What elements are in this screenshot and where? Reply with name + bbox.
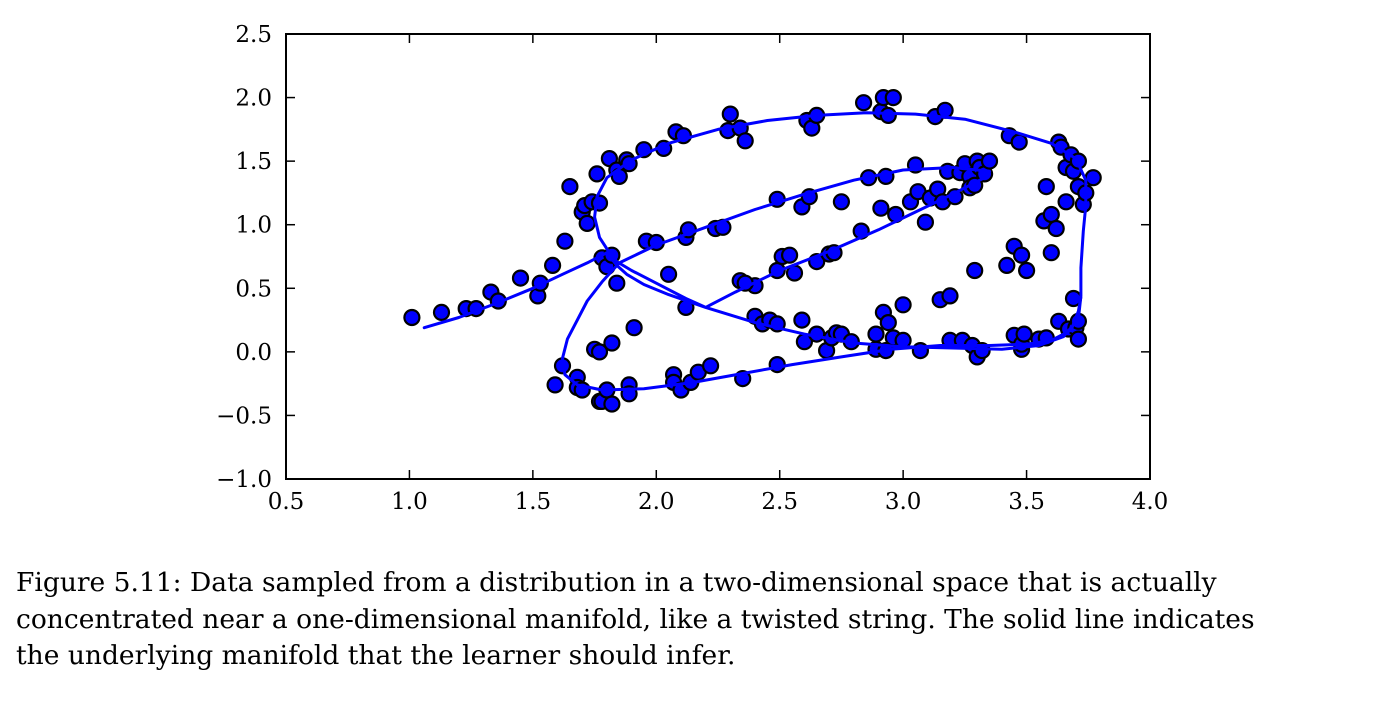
y-tick-label: 2.0	[235, 86, 272, 112]
scatter-point	[578, 214, 596, 232]
scatter-point	[872, 199, 890, 217]
scatter-point	[1037, 178, 1055, 196]
y-tick-label: 1.5	[235, 149, 272, 175]
scatter-point	[867, 325, 885, 343]
scatter-point	[916, 213, 935, 231]
scatter-point	[659, 265, 678, 283]
x-tick-label: 2.0	[638, 489, 675, 515]
y-tick-label: 1.0	[235, 213, 272, 239]
scatter-point	[966, 261, 984, 280]
axes-frame	[285, 33, 1151, 480]
scatter-point	[998, 256, 1016, 274]
scatter-point	[603, 334, 621, 352]
scatter-point	[543, 256, 562, 274]
scatter-point	[590, 343, 609, 361]
x-tick-label: 0.5	[268, 489, 305, 515]
scatter-point	[941, 287, 959, 305]
x-tick-label: 1.5	[515, 489, 552, 515]
y-tick-label: 0.0	[235, 340, 272, 366]
scatter-point	[546, 376, 564, 394]
scatter-point	[556, 232, 574, 250]
scatter-point	[1042, 205, 1060, 224]
manifold-line	[422, 111, 1088, 392]
axis-tick-labels: 0.5 1.0 1.5 2.0 2.5 3.0 3.5 4.0 2.5 2.0 1.5 1.0 0.5 0…	[216, 22, 1168, 515]
figure-caption: Figure 5.11: Data sampled from a distrib…	[16, 565, 1388, 675]
scatter-point	[879, 314, 897, 332]
scatter-point	[884, 88, 902, 107]
scatter-point	[603, 395, 621, 413]
y-tick-label: 0.5	[235, 276, 272, 302]
plot-area	[403, 88, 1102, 413]
scatter-point	[1084, 169, 1102, 187]
scatter-point	[1010, 133, 1028, 151]
scatter-point	[1042, 244, 1060, 262]
x-tick-label: 1.0	[391, 489, 428, 515]
scatter-point	[608, 274, 626, 292]
scatter-point	[701, 357, 720, 375]
scatter-point	[625, 319, 643, 337]
scatter-point	[879, 106, 897, 125]
scatter-point	[1017, 261, 1036, 280]
x-tick-label: 4.0	[1132, 489, 1169, 515]
scatter-point	[854, 94, 873, 112]
scatter-point	[980, 152, 999, 170]
scatter-point	[793, 311, 811, 329]
scatter-point	[561, 178, 579, 196]
y-tick-label: 2.5	[235, 22, 272, 48]
scatter-point	[1015, 325, 1033, 343]
caption-line-1: Figure 5.11: Data sampled from a distrib…	[16, 567, 1217, 598]
scatter-point	[832, 193, 851, 211]
scatter-point	[1069, 330, 1088, 348]
caption-line-2: concentrated near a one-dimensional mani…	[16, 603, 1255, 635]
scatter-point	[768, 356, 786, 374]
y-tick-label: −0.5	[216, 403, 272, 429]
x-tick-label: 3.5	[1008, 489, 1045, 515]
y-tick-label: −1.0	[216, 467, 272, 493]
scatter-point	[1047, 219, 1065, 238]
scatter-point	[721, 105, 739, 123]
scatter-point	[736, 132, 754, 150]
x-tick-label: 3.0	[885, 489, 922, 515]
scatter-chart: 0.5 1.0 1.5 2.0 2.5 3.0 3.5 4.0 2.5 2.0 1.5 1.0 0.5 0…	[216, 22, 1168, 515]
scatter-point	[780, 246, 799, 264]
scatter-point	[1057, 193, 1075, 211]
scatter-point	[511, 269, 530, 287]
scatter-point	[403, 308, 421, 327]
scatter-point	[588, 165, 606, 183]
scatter-point	[432, 303, 451, 321]
scatter-point	[894, 296, 912, 314]
x-tick-label: 2.5	[761, 489, 798, 515]
caption-line-3: the underlying manifold that the learner…	[16, 640, 736, 671]
scatter-point	[1012, 246, 1031, 264]
